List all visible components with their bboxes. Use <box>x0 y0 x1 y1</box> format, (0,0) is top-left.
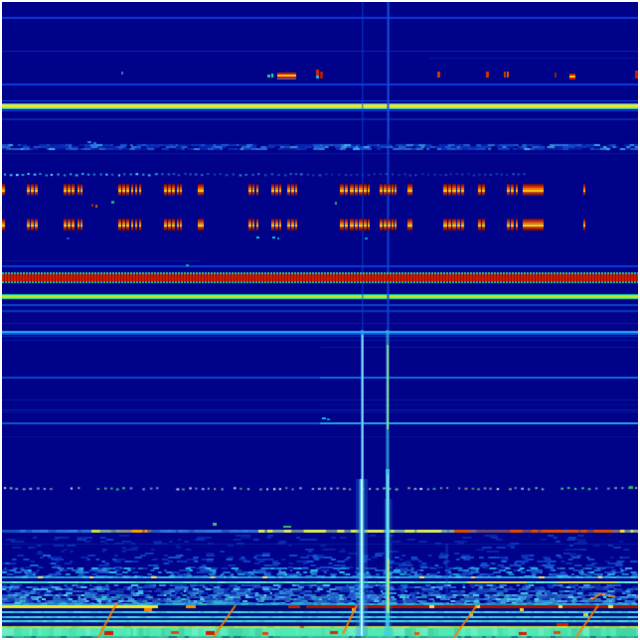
spectrogram-frame <box>0 0 640 640</box>
spectrogram-heatmap <box>2 2 638 638</box>
